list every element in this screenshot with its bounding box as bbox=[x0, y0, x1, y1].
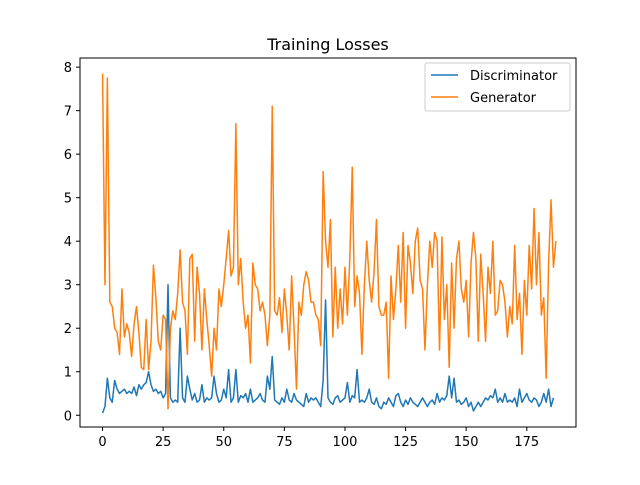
legend-box bbox=[424, 62, 571, 112]
series-line-discriminator bbox=[101, 283, 555, 414]
y-tick-label: 3 bbox=[64, 279, 72, 294]
x-tick-label: 50 bbox=[215, 435, 232, 450]
legend: Discriminator Generator bbox=[424, 62, 571, 112]
x-tick-label: 0 bbox=[98, 435, 106, 450]
y-tick-label: 7 bbox=[64, 105, 72, 120]
y-tick-label: 8 bbox=[64, 61, 72, 76]
y-tick-label: 5 bbox=[64, 192, 72, 207]
y-tick-label: 4 bbox=[64, 235, 72, 250]
series-line-generator bbox=[101, 73, 557, 410]
legend-label-discriminator: Discriminator bbox=[470, 69, 558, 84]
x-tick-label: 75 bbox=[276, 435, 293, 450]
chart-title: Training Losses bbox=[266, 35, 389, 54]
y-tick-label: 6 bbox=[64, 148, 72, 163]
plot-frame bbox=[79, 57, 577, 428]
x-tick-label: 100 bbox=[333, 435, 358, 450]
plot-lines bbox=[101, 73, 557, 414]
y-axis-ticks: 0 1 2 3 4 5 6 7 8 bbox=[64, 61, 80, 424]
y-tick-label: 0 bbox=[64, 409, 72, 424]
y-tick-label: 1 bbox=[64, 366, 72, 381]
y-tick-label: 2 bbox=[64, 322, 72, 337]
x-tick-label: 150 bbox=[454, 435, 479, 450]
x-axis-ticks: 0 25 50 75 100 125 150 175 bbox=[98, 427, 539, 450]
legend-label-generator: Generator bbox=[470, 91, 537, 106]
x-tick-label: 175 bbox=[514, 435, 539, 450]
x-tick-label: 25 bbox=[155, 435, 172, 450]
x-tick-label: 125 bbox=[393, 435, 418, 450]
